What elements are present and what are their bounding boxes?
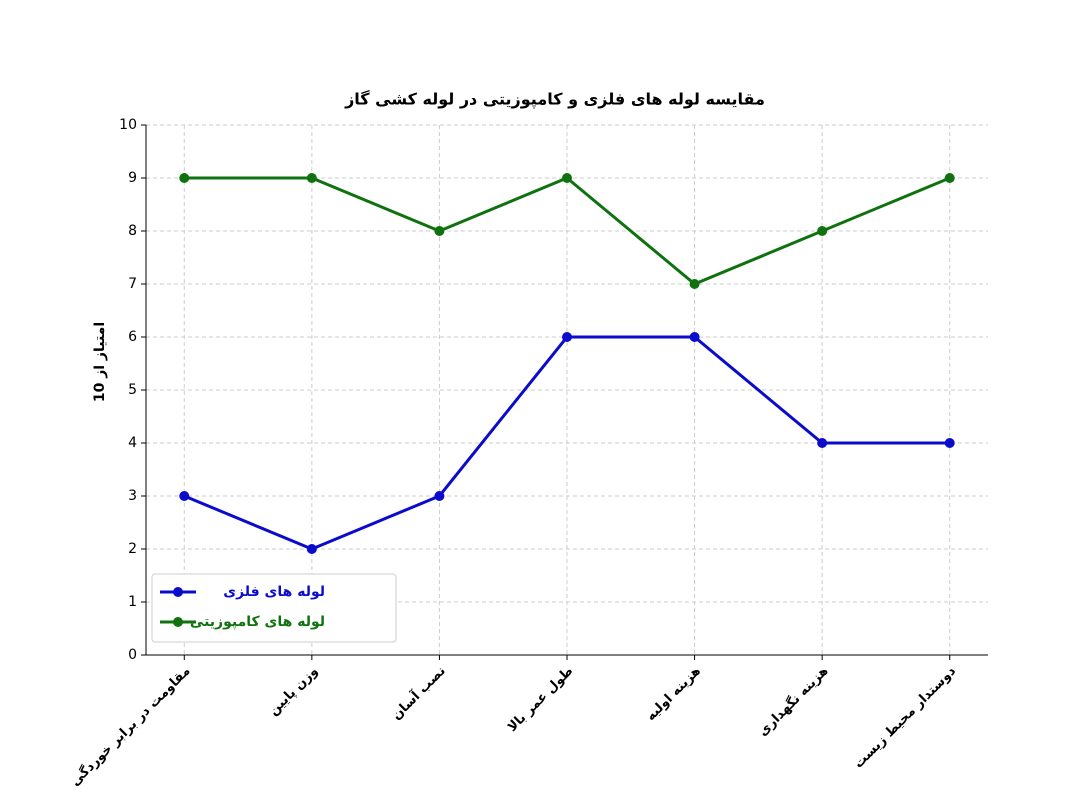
legend-label: لوله های کامپوزیتی — [190, 614, 325, 630]
point — [944, 438, 955, 448]
x-tick-label: مقاومت در برابر خوردگی — [67, 663, 193, 789]
point — [689, 279, 700, 289]
y-tick-label: 1 — [128, 594, 137, 610]
y-tick-label: 5 — [128, 382, 137, 398]
legend-box — [151, 573, 397, 643]
x-tick-label: وزن پایین — [266, 664, 321, 719]
x-tick-label: هزینه نگهداری — [755, 663, 831, 739]
point — [434, 226, 445, 236]
y-tick-label: 0 — [128, 647, 137, 663]
point — [306, 173, 317, 183]
legend: لوله های فلزی لوله های کامپوزیتی — [151, 573, 397, 643]
legend-label: لوله های فلزی — [223, 584, 325, 600]
point — [179, 173, 190, 183]
y-tick-label: 6 — [128, 329, 137, 345]
point — [562, 173, 572, 183]
point — [817, 438, 828, 448]
point — [179, 491, 190, 501]
y-tick-label: 7 — [128, 276, 137, 292]
point — [434, 491, 445, 501]
y-tick-label: 3 — [128, 488, 137, 504]
point — [817, 226, 828, 236]
y-tick-label: 10 — [119, 117, 137, 133]
x-tick-label: طول عمر بالا — [505, 664, 576, 735]
y-tick-label: 8 — [128, 223, 137, 239]
legend-marker — [173, 587, 183, 597]
point — [689, 332, 700, 342]
chart-title: مقایسه لوله های فلزی و کامپوزیتی در لوله… — [344, 90, 765, 110]
x-tick-label: هزینه اولیه — [644, 664, 704, 724]
point — [944, 173, 955, 183]
y-tick-label: 4 — [128, 435, 137, 451]
y-axis-label: امتیاز از 10 — [92, 322, 108, 402]
point — [562, 332, 572, 342]
x-tick-label: دوستدار محیط زیست — [851, 663, 959, 771]
y-tick-label: 2 — [128, 541, 137, 557]
x-tick-label: نصب آسان — [388, 662, 449, 723]
y-tick-label: 9 — [128, 170, 137, 186]
legend-marker — [173, 617, 183, 627]
point — [306, 544, 317, 554]
